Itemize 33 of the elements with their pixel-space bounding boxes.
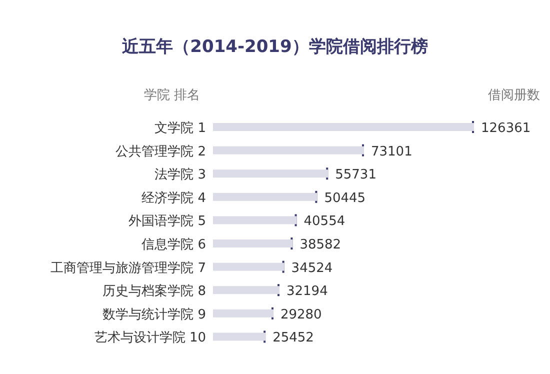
y-tick-label: 艺术与设计学院 10	[94, 330, 206, 346]
bar	[213, 192, 318, 201]
data-label: 38582	[300, 238, 342, 252]
bar	[213, 216, 297, 224]
data-label: 32194	[286, 284, 328, 300]
bar	[213, 170, 328, 178]
data-label: 73101	[370, 144, 412, 160]
data-label: 55731	[335, 168, 376, 183]
y-tick-label: 外国语学院 5	[128, 214, 206, 230]
y-tick-label: 法学院 3	[154, 168, 206, 183]
bar	[213, 262, 284, 271]
bar	[213, 286, 280, 294]
data-label: 29280	[280, 307, 322, 322]
y-tick-label: 公共管理学院 2	[116, 144, 206, 160]
bar	[213, 146, 364, 154]
bar	[213, 240, 293, 248]
y-tick-label: 信息学院 6	[142, 238, 206, 252]
bar	[213, 332, 266, 341]
x-axis-title: 借阅册数	[488, 88, 540, 103]
bar	[213, 123, 474, 131]
y-tick-label: 工商管理与旅游管理学院 7	[50, 260, 206, 276]
y-tick-label: 文学院 1	[154, 121, 206, 136]
y-tick-label: 经济学院 4	[142, 190, 206, 206]
chart-title: 近五年（2014-2019）学院借阅排行榜	[121, 37, 428, 57]
y-tick-label: 数学与统计学院 9	[102, 307, 206, 322]
y-tick-label: 历史与档案学院 8	[102, 283, 206, 300]
data-label: 40554	[304, 214, 346, 230]
data-label: 126361	[481, 121, 531, 136]
y-axis-title: 学院 排名	[144, 88, 200, 103]
data-label: 50445	[324, 190, 366, 206]
bar	[213, 309, 274, 318]
data-label: 25452	[272, 330, 314, 346]
data-label: 34524	[291, 260, 333, 276]
